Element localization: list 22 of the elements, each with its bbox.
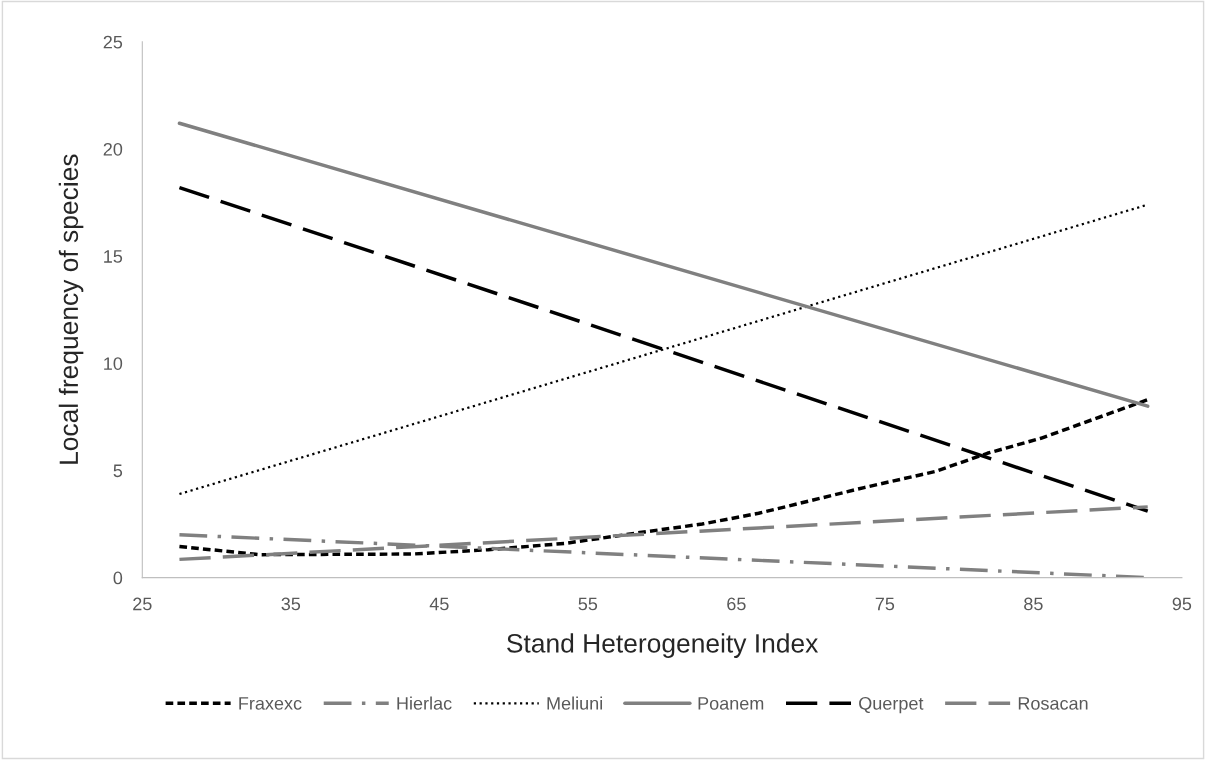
x-tick-label: 35 bbox=[281, 597, 301, 611]
y-tick-label: 10 bbox=[104, 357, 123, 370]
x-tick-label: 65 bbox=[727, 597, 746, 611]
y-axis-title: Local frequency of species bbox=[58, 154, 84, 464]
legend-label: Poanem bbox=[698, 697, 764, 710]
y-tick-label: 20 bbox=[103, 142, 123, 156]
x-tick-label: 55 bbox=[578, 597, 598, 611]
y-tick-label: 25 bbox=[103, 35, 123, 49]
legend-label: Fraxexc bbox=[239, 697, 302, 710]
y-tick-label: 5 bbox=[113, 464, 123, 478]
legend-label: Meliuni bbox=[547, 696, 602, 710]
x-tick-label: 85 bbox=[1024, 597, 1043, 611]
x-tick-label: 45 bbox=[429, 597, 449, 611]
legend-label: Querpet bbox=[859, 697, 924, 714]
x-tick-label: 25 bbox=[133, 597, 152, 611]
legend-label: Rosacan bbox=[1018, 697, 1088, 710]
x-axis-title: Stand Heterogeneity Index bbox=[507, 633, 819, 658]
x-tick-label: 95 bbox=[1172, 597, 1192, 611]
x-tick-label: 75 bbox=[875, 597, 895, 611]
legend-label: Hierlac bbox=[397, 696, 452, 710]
y-tick-label: 15 bbox=[104, 250, 123, 263]
y-tick-label: 0 bbox=[113, 571, 123, 585]
